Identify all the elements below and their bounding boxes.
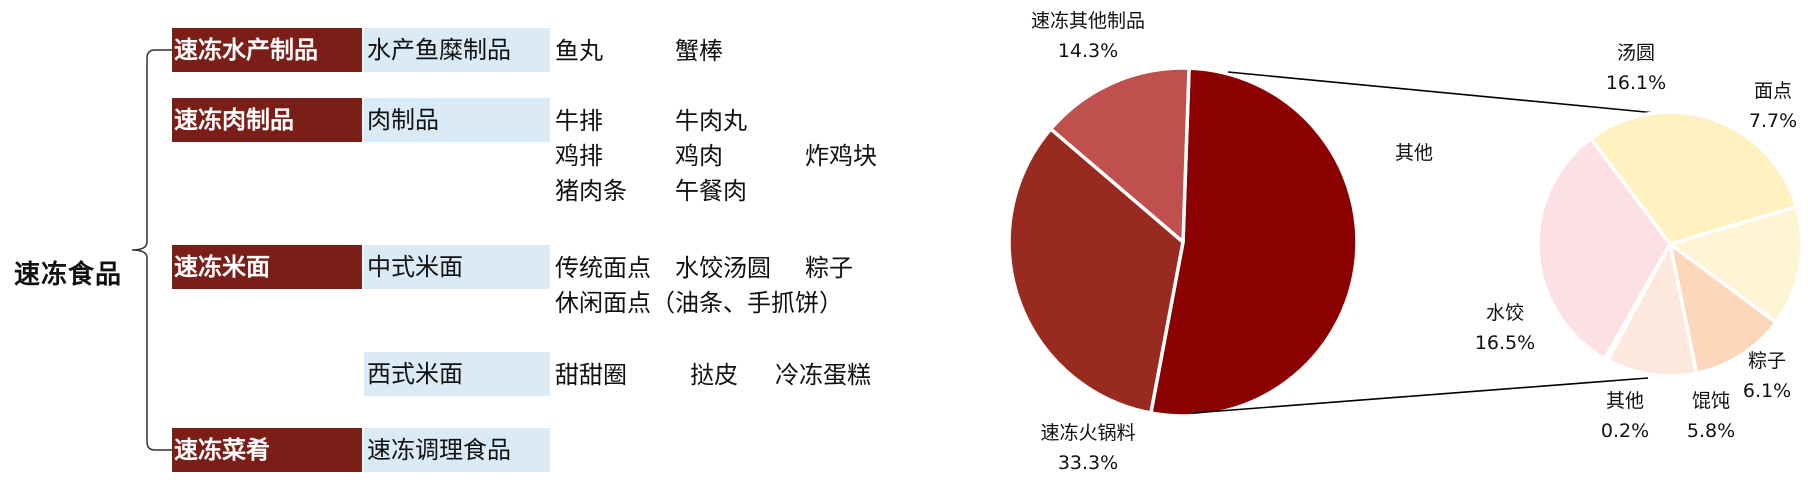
slice-name: 水饺 bbox=[1485, 302, 1524, 324]
product-item: 挞皮 bbox=[690, 361, 738, 389]
subcategory-box: 西式米面 bbox=[364, 352, 550, 396]
slice-name: 其他 bbox=[1605, 390, 1644, 412]
slice-label: 面点 7.7% bbox=[1693, 76, 1808, 136]
pie-slice bbox=[1668, 242, 1778, 376]
pie-slice bbox=[1007, 127, 1185, 415]
product-item: 甜甜圈 bbox=[555, 361, 627, 389]
connector-bottom bbox=[1192, 377, 1649, 414]
product-item: 粽子 bbox=[805, 254, 853, 282]
slice-name: 其他 bbox=[1394, 142, 1433, 164]
slice-label: 其他 0.2% bbox=[1545, 386, 1705, 446]
subcategory-box: 水产鱼糜制品 bbox=[364, 28, 550, 72]
bracket-line bbox=[131, 49, 172, 451]
slice-name: 面点 bbox=[1753, 80, 1792, 102]
product-item: 水饺汤圆 bbox=[675, 254, 771, 282]
slice-name: 馄饨 bbox=[1691, 390, 1730, 412]
slice-percent: 7.7% bbox=[1748, 110, 1798, 132]
pie-connector-lines bbox=[1192, 71, 1657, 414]
category-box: 速冻米面 bbox=[172, 245, 362, 289]
pie-slice bbox=[1048, 66, 1191, 244]
product-item: 休闲面点（油条、手抓饼） bbox=[555, 289, 843, 317]
slice-label: 水饺 16.5% bbox=[1425, 298, 1585, 358]
pie-slice bbox=[1149, 66, 1359, 418]
slice-label: 馄饨 5.8% bbox=[1631, 386, 1791, 446]
tree-bracket bbox=[131, 49, 172, 451]
slice-percent: 14.3% bbox=[1057, 40, 1119, 62]
slice-name: 粽子 bbox=[1747, 350, 1786, 372]
slice-percent: 16.1% bbox=[1605, 72, 1667, 94]
slice-name: 汤圆 bbox=[1616, 42, 1655, 64]
slice-percent: 0.2% bbox=[1600, 420, 1650, 442]
detail-pie bbox=[1536, 110, 1804, 378]
product-item: 鱼丸 bbox=[555, 37, 603, 65]
slice-label: 汤圆 16.1% bbox=[1556, 38, 1716, 98]
product-item: 传统面点 bbox=[555, 254, 651, 282]
pie-slice bbox=[1588, 110, 1799, 246]
product-item: 蟹棒 bbox=[675, 37, 723, 65]
pie-slice bbox=[1605, 242, 1699, 378]
connector-top bbox=[1227, 71, 1657, 114]
pie-slice bbox=[1668, 205, 1804, 325]
product-item: 牛肉丸 bbox=[675, 107, 747, 135]
slice-name: 速冻其他制品 bbox=[1030, 10, 1145, 32]
slice-percent: 33.3% bbox=[1057, 452, 1119, 474]
main-pie bbox=[1007, 66, 1359, 418]
subcategory-box: 中式米面 bbox=[364, 245, 550, 289]
product-item: 炸鸡块 bbox=[805, 142, 877, 170]
subcategory-box: 速冻调理食品 bbox=[364, 428, 550, 472]
slice-percent: 16.5% bbox=[1474, 332, 1536, 354]
root-label: 速冻食品 bbox=[14, 260, 123, 290]
product-item: 牛排 bbox=[555, 107, 603, 135]
slice-name: 速冻火锅料 bbox=[1040, 422, 1136, 444]
product-item: 鸡肉 bbox=[675, 142, 723, 170]
pie-slice bbox=[1536, 136, 1672, 361]
slice-percent: 6.1% bbox=[1742, 380, 1792, 402]
slice-percent: 5.8% bbox=[1686, 420, 1736, 442]
subcategory-box: 肉制品 bbox=[364, 98, 550, 142]
category-box: 速冻水产制品 bbox=[172, 28, 362, 72]
slice-label: 速冻火锅料 33.3% bbox=[1008, 418, 1168, 478]
slice-label: 粽子 6.1% bbox=[1687, 346, 1808, 406]
product-item: 猪肉条 bbox=[555, 177, 627, 205]
product-item: 鸡排 bbox=[555, 142, 603, 170]
slice-label: 其他 bbox=[1334, 138, 1494, 168]
slice-label: 速冻其他制品 14.3% bbox=[1008, 6, 1168, 66]
product-item: 午餐肉 bbox=[675, 177, 747, 205]
product-item: 冷冻蛋糕 bbox=[775, 361, 871, 389]
category-box: 速冻菜肴 bbox=[172, 428, 362, 472]
category-box: 速冻肉制品 bbox=[172, 98, 362, 142]
